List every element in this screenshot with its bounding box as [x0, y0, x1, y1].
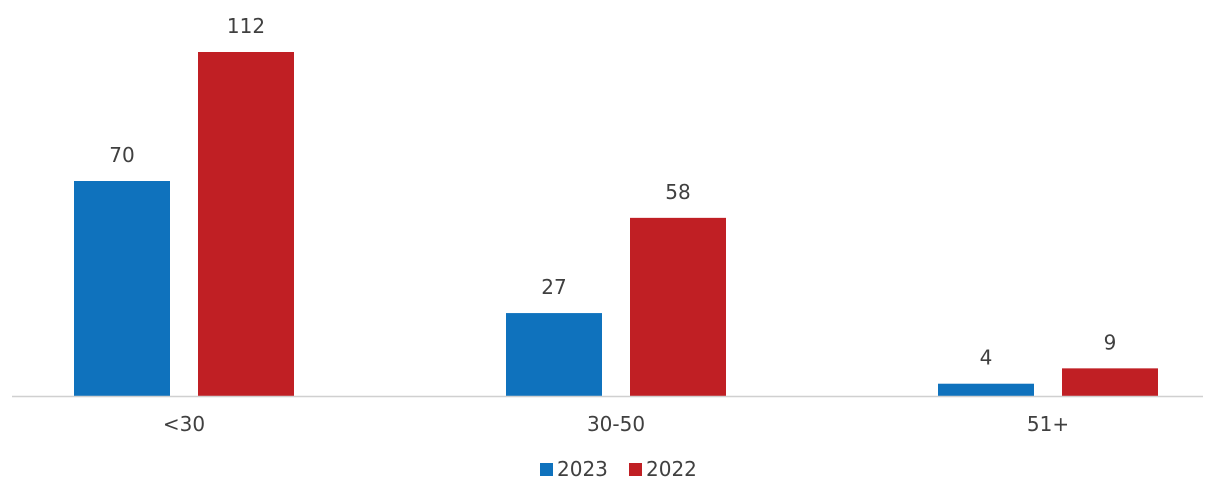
x-tick-label: 51+ — [1027, 412, 1069, 436]
data-label-2022-30-50: 58 — [665, 180, 690, 204]
legend-label: 2022 — [646, 457, 697, 481]
legend-item-2023: 2023 — [540, 457, 608, 481]
data-label-2023-51+: 4 — [980, 346, 993, 370]
legend-swatch — [629, 463, 642, 476]
bar-2022-30-50 — [630, 217, 726, 396]
data-label-2023-<30: 70 — [109, 143, 134, 167]
data-label-2022-51+: 9 — [1104, 330, 1117, 354]
bars-layer — [74, 52, 1158, 396]
x-tick-label: 30-50 — [587, 412, 645, 436]
bar-2023-30-50 — [506, 313, 602, 396]
legend-item-2022: 2022 — [629, 457, 697, 481]
x-tick-label: <30 — [163, 412, 205, 436]
legend-swatch — [540, 463, 553, 476]
bar-2022-<30 — [198, 52, 294, 396]
bar-2023-<30 — [74, 181, 170, 396]
x-tick-labels: <30 30-50 51+ — [163, 412, 1069, 436]
value-labels-layer: 70 112 27 58 4 9 — [109, 14, 1116, 370]
data-label-2023-30-50: 27 — [541, 275, 566, 299]
bar-2022-51+ — [1062, 368, 1158, 396]
legend: 2023 2022 — [540, 457, 697, 481]
legend-label: 2023 — [557, 457, 608, 481]
bar-2023-51+ — [938, 383, 1034, 396]
data-label-2022-<30: 112 — [227, 14, 265, 38]
